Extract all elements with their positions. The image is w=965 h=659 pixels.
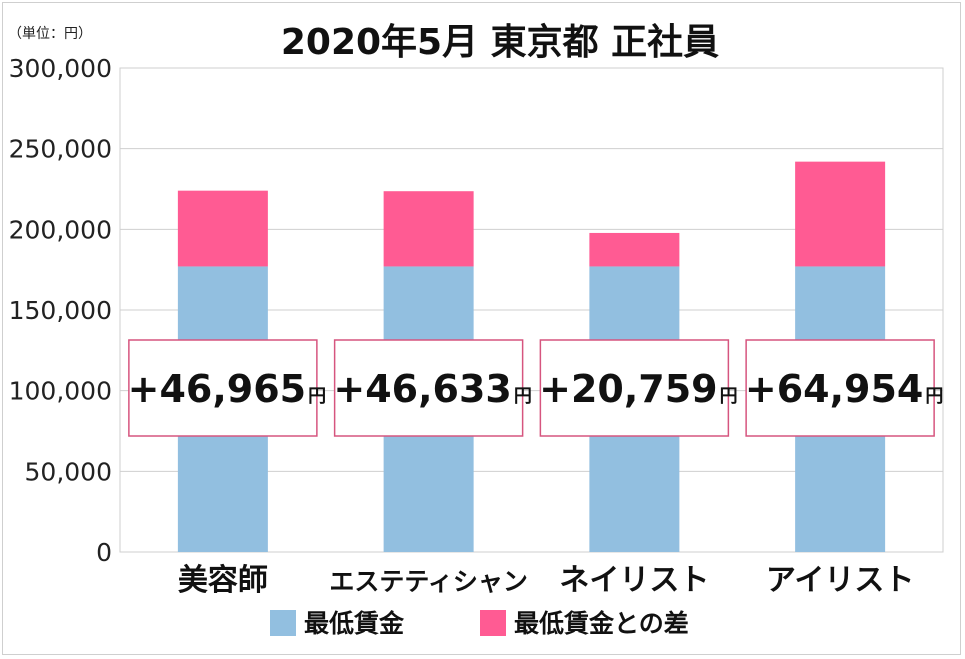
unit-label: （単位：円） [8, 26, 92, 42]
legend-swatch [480, 610, 506, 636]
y-axis-ticks: 0 50,000 100,000 150,000 200,000 250,000 300,0… [9, 54, 112, 567]
callout-border [333, 339, 524, 437]
y-tick-label: 150,000 [9, 296, 112, 325]
x-tick-label: エステティシャン [329, 567, 528, 596]
callout-box: +46,633 円 [333, 339, 532, 437]
y-tick-label: 250,000 [9, 135, 112, 164]
y-tick-label: 300,000 [9, 54, 112, 83]
callout-unit: 円 [308, 386, 326, 407]
callout-unit: 円 [925, 386, 943, 407]
legend-swatch [270, 610, 296, 636]
callout-border [128, 339, 318, 437]
y-tick-label: 100,000 [9, 377, 112, 406]
legend-label: 最低賃金との差 [514, 609, 689, 638]
bar-segment [383, 191, 474, 267]
x-axis-labels: 美容師 エステティシャン ネイリスト アイリスト [178, 563, 915, 598]
y-tick-label: 0 [96, 538, 112, 567]
callouts: +46,965 円 +46,633 円 +20,759 円 +64,954 円 [128, 339, 943, 437]
callout-unit: 円 [514, 386, 532, 407]
legend: 最低賃金 最低賃金との差 [270, 609, 689, 638]
callout-box: +46,965 円 [128, 339, 326, 437]
x-tick-label: 美容師 [178, 563, 268, 598]
callout-border [745, 339, 935, 437]
callout-value: +46,965 [128, 367, 306, 411]
bar-segment [795, 161, 886, 267]
bar-segment [589, 232, 680, 267]
y-tick-label: 200,000 [9, 215, 112, 244]
x-tick-label: ネイリスト [559, 563, 709, 598]
callout-unit: 円 [720, 386, 738, 407]
bar-segment [177, 190, 268, 267]
y-tick-label: 50,000 [25, 457, 112, 486]
chart-title: 2020年5月 東京都 正社員 [281, 21, 719, 63]
legend-label: 最低賃金 [304, 609, 405, 638]
callout-value: +20,759 [539, 367, 717, 411]
x-tick-label: アイリスト [766, 563, 915, 598]
callout-value: +64,954 [745, 367, 923, 411]
callout-box: +64,954 円 [745, 339, 943, 437]
callout-border [539, 339, 730, 437]
callout-value: +46,633 [333, 367, 511, 411]
callout-box: +20,759 円 [539, 339, 738, 437]
